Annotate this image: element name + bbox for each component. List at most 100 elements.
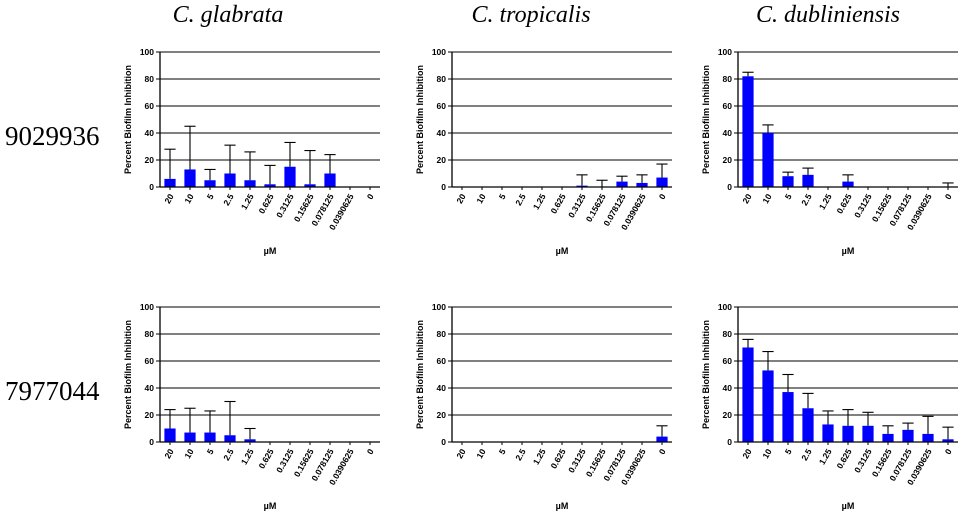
bar [742, 76, 754, 187]
y-tick-label: 0 [727, 437, 732, 447]
x-tick-label: 0 [365, 447, 376, 456]
x-tick-label: 2.5 [221, 192, 236, 207]
y-tick-label: 60 [437, 101, 447, 111]
bar [164, 178, 176, 187]
bar [324, 173, 336, 187]
x-axis-label: µM [264, 246, 277, 256]
bar [284, 166, 296, 187]
x-tick-label: 20 [162, 192, 176, 205]
x-tick-label: 0 [943, 447, 954, 456]
y-axis-label: Percent Biofilm Inhibition [415, 320, 425, 429]
x-tick-label: 0 [943, 192, 954, 201]
y-tick-label: 60 [145, 356, 155, 366]
y-tick-label: 20 [145, 155, 155, 165]
x-tick-label: 5 [783, 447, 794, 456]
x-tick-label: 0.625 [548, 192, 567, 216]
y-tick-label: 20 [145, 410, 155, 420]
x-tick-label: 1.25 [239, 447, 256, 467]
x-tick-label: 0.625 [256, 192, 275, 216]
row-label-9029936: 9029936 [5, 121, 100, 151]
x-tick-label: 20 [740, 192, 754, 205]
y-tick-label: 20 [723, 155, 733, 165]
row-label-7977044: 7977044 [5, 376, 100, 406]
y-axis-label: Percent Biofilm Inhibition [123, 65, 133, 174]
x-axis-label: µM [556, 246, 569, 256]
bar [882, 433, 894, 442]
y-tick-label: 100 [140, 47, 154, 57]
y-tick-label: 80 [723, 329, 733, 339]
x-tick-label: 20 [454, 192, 468, 205]
x-tick-label: 20 [740, 447, 754, 460]
x-tick-label: 0.625 [256, 447, 275, 471]
x-tick-label: 10 [474, 447, 488, 460]
x-tick-label: 5 [497, 447, 508, 456]
x-tick-label: 2.5 [513, 192, 528, 207]
x-tick-label: 10 [182, 447, 196, 460]
y-tick-label: 100 [718, 302, 732, 312]
x-tick-label: 20 [454, 447, 468, 460]
y-tick-label: 100 [432, 47, 446, 57]
x-tick-label: 0 [657, 447, 668, 456]
y-tick-label: 0 [441, 182, 446, 192]
y-tick-label: 80 [723, 74, 733, 84]
bar [164, 428, 176, 442]
x-tick-label: 1.25 [239, 192, 256, 212]
y-tick-label: 60 [145, 101, 155, 111]
y-tick-label: 80 [437, 329, 447, 339]
y-tick-label: 40 [145, 383, 155, 393]
y-tick-label: 0 [149, 437, 154, 447]
y-tick-label: 80 [145, 329, 155, 339]
y-axis-label: Percent Biofilm Inhibition [415, 65, 425, 174]
y-tick-label: 40 [437, 383, 447, 393]
column-title-dubliniensis: C. dubliniensis [756, 2, 900, 28]
bar [802, 174, 814, 187]
y-tick-label: 60 [723, 356, 733, 366]
column-title-tropicalis: C. tropicalis [471, 2, 590, 28]
bar [656, 177, 668, 187]
bar [264, 184, 276, 187]
y-tick-label: 100 [718, 47, 732, 57]
y-tick-label: 0 [441, 437, 446, 447]
bar [922, 433, 934, 442]
x-tick-label: 10 [760, 447, 774, 460]
x-axis-label: µM [264, 501, 277, 511]
bar [802, 408, 814, 442]
y-tick-label: 60 [723, 101, 733, 111]
bar [842, 181, 854, 187]
y-tick-label: 20 [723, 410, 733, 420]
x-tick-label: 1.25 [817, 192, 834, 212]
y-tick-label: 40 [723, 383, 733, 393]
x-axis-label: µM [842, 501, 855, 511]
bar [942, 439, 954, 442]
y-tick-label: 40 [437, 128, 447, 138]
y-tick-label: 0 [149, 182, 154, 192]
x-tick-label: 0.625 [548, 447, 567, 471]
x-tick-label: 10 [474, 192, 488, 205]
bar [636, 182, 648, 187]
y-tick-label: 40 [723, 128, 733, 138]
x-tick-label: 0 [657, 192, 668, 201]
bar [184, 169, 196, 187]
x-tick-label: 1.25 [531, 447, 548, 467]
bar [782, 392, 794, 442]
x-axis-label: µM [842, 246, 855, 256]
x-tick-label: 2.5 [799, 192, 814, 207]
bar [224, 173, 236, 187]
bar [204, 180, 216, 187]
bar [742, 347, 754, 442]
bar [762, 370, 774, 442]
x-tick-label: 5 [205, 192, 216, 201]
x-tick-label: 2.5 [799, 447, 814, 462]
x-axis-label: µM [556, 501, 569, 511]
y-axis-label: Percent Biofilm Inhibition [701, 320, 711, 429]
x-tick-label: 10 [760, 192, 774, 205]
y-tick-label: 0 [727, 182, 732, 192]
column-title-glabrata: C. glabrata [173, 2, 284, 28]
bar [822, 424, 834, 442]
